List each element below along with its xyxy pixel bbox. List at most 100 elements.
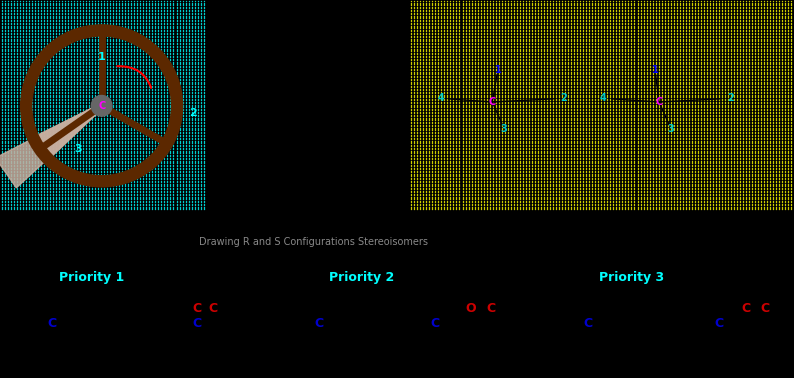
Point xyxy=(438,117,451,123)
Point xyxy=(556,182,569,188)
Point xyxy=(547,162,560,168)
Point xyxy=(173,127,186,133)
Point xyxy=(423,34,436,40)
Point xyxy=(532,14,545,20)
Point xyxy=(519,205,532,211)
Point xyxy=(25,124,38,130)
Point xyxy=(707,48,719,54)
Point xyxy=(640,54,653,60)
Point xyxy=(758,127,771,133)
Point xyxy=(695,12,707,19)
Point xyxy=(92,96,105,102)
Point xyxy=(707,186,719,192)
Point xyxy=(183,175,195,181)
Point xyxy=(544,110,557,116)
Point xyxy=(37,34,50,40)
Point xyxy=(32,21,44,27)
Point xyxy=(692,79,704,85)
Point xyxy=(128,30,141,36)
Point xyxy=(622,70,635,76)
Point xyxy=(767,64,780,70)
Point xyxy=(532,12,545,19)
Point xyxy=(79,61,92,67)
Point xyxy=(49,25,62,31)
Point xyxy=(495,139,508,145)
Point xyxy=(595,172,607,178)
Point xyxy=(4,147,17,153)
Point xyxy=(502,175,515,181)
Point xyxy=(770,120,783,126)
Point xyxy=(534,126,547,132)
Point xyxy=(580,196,592,202)
Point xyxy=(19,166,32,172)
Point xyxy=(770,116,783,122)
Point xyxy=(438,120,451,126)
Point xyxy=(408,53,421,59)
Point xyxy=(441,172,454,178)
Point xyxy=(49,73,62,79)
Point xyxy=(653,158,665,164)
Point xyxy=(782,146,794,152)
Point xyxy=(198,162,210,168)
Point xyxy=(519,54,532,60)
Point xyxy=(547,117,560,123)
Point xyxy=(158,163,171,169)
Point xyxy=(534,12,547,19)
Point xyxy=(25,195,38,201)
Point xyxy=(725,169,738,175)
Point xyxy=(152,189,165,195)
Point xyxy=(453,2,466,8)
Point xyxy=(534,17,547,23)
Point xyxy=(743,150,756,156)
Point xyxy=(89,74,102,80)
Point xyxy=(468,129,481,135)
Point xyxy=(749,8,761,14)
Point xyxy=(183,119,195,125)
Point xyxy=(770,45,783,51)
Point xyxy=(34,1,47,7)
Point xyxy=(444,198,457,204)
Point xyxy=(2,40,14,46)
Point xyxy=(92,20,105,26)
Point xyxy=(661,66,674,72)
Point xyxy=(16,172,29,178)
Point xyxy=(568,103,580,109)
Point xyxy=(179,142,192,148)
Point xyxy=(149,81,162,87)
Point xyxy=(634,185,647,191)
Point xyxy=(734,43,746,49)
Point xyxy=(49,182,62,188)
Point xyxy=(98,97,110,103)
Point xyxy=(707,110,719,116)
Point xyxy=(713,11,726,17)
Point xyxy=(655,130,668,136)
Point xyxy=(522,203,535,209)
Point xyxy=(408,140,421,146)
Point xyxy=(173,126,186,132)
Point xyxy=(767,5,780,11)
Point xyxy=(631,50,644,56)
Point xyxy=(728,198,741,204)
Point xyxy=(89,103,102,109)
Point xyxy=(0,192,11,198)
Point xyxy=(688,56,701,62)
Point xyxy=(29,87,41,93)
Point xyxy=(76,104,90,110)
Point xyxy=(519,135,532,141)
Point xyxy=(646,201,659,207)
Point xyxy=(4,9,17,15)
Point xyxy=(140,63,152,69)
Point xyxy=(0,102,8,108)
Point xyxy=(646,124,659,130)
Point xyxy=(492,0,505,4)
Point xyxy=(586,196,599,202)
Point xyxy=(432,166,445,172)
Point xyxy=(776,50,788,56)
Point xyxy=(176,167,189,174)
Point xyxy=(703,178,716,184)
Point xyxy=(562,143,575,149)
Point xyxy=(462,139,475,145)
Point xyxy=(56,152,68,158)
Point xyxy=(553,67,565,73)
Point xyxy=(746,64,758,70)
